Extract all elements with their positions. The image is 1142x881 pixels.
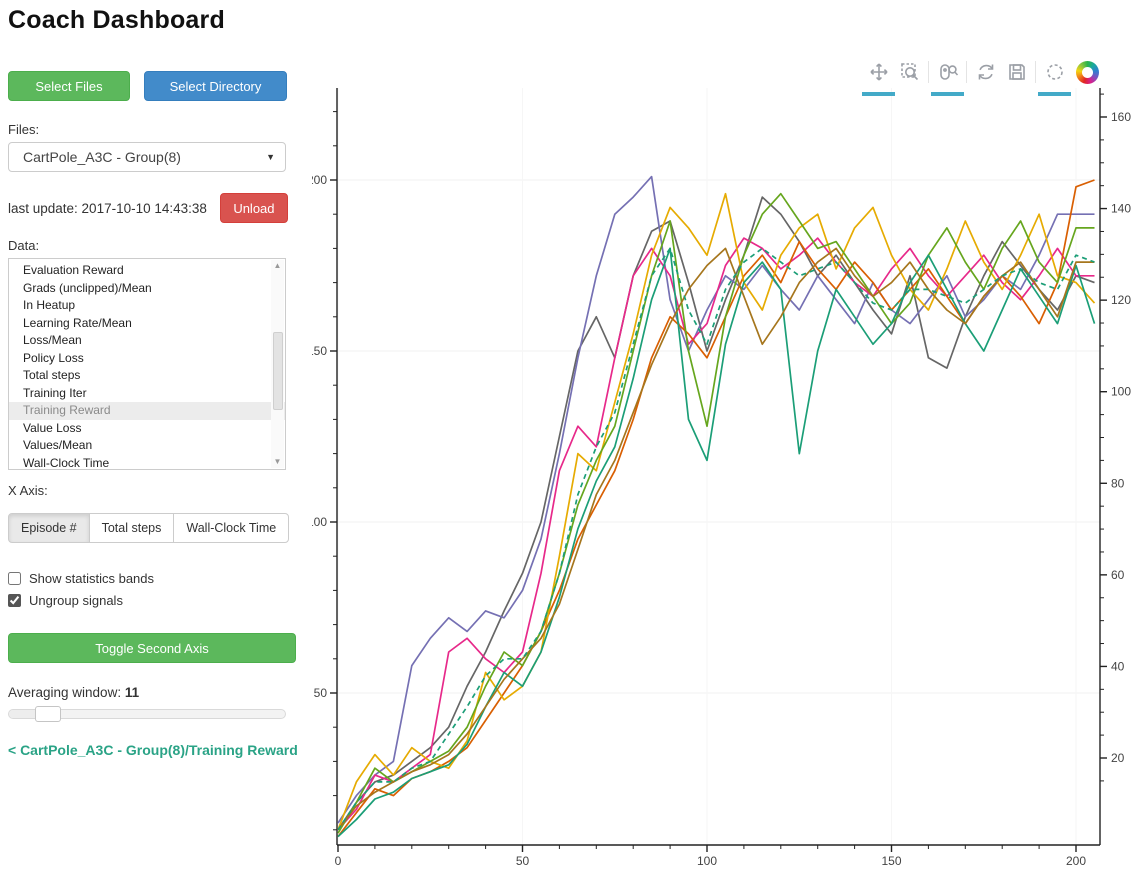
- scroll-up-icon[interactable]: ▲: [273, 261, 282, 270]
- averaging-window-row: Averaging window: 11: [8, 685, 304, 700]
- files-label: Files:: [8, 122, 40, 137]
- pan-tool-icon[interactable]: [862, 57, 895, 96]
- series-line-worker-green: [337, 192, 1095, 834]
- x-axis-tick-label: 0: [335, 854, 342, 868]
- left-axis-tick-label: 200: [307, 173, 327, 187]
- select-directory-button[interactable]: Select Directory: [144, 71, 287, 101]
- data-list-item[interactable]: Training Reward: [9, 402, 285, 420]
- data-list-item[interactable]: Total steps: [23, 368, 81, 382]
- sidebar: Coach Dashboard Select Files Select Dire…: [0, 0, 312, 760]
- last-update-text: last update: 2017-10-10 14:43:38: [8, 200, 207, 216]
- x-axis-label: X Axis:: [8, 483, 48, 498]
- x-axis-tick-label: 50: [516, 854, 530, 868]
- unload-button[interactable]: Unload: [219, 193, 288, 223]
- show-statistics-bands-row[interactable]: Show statistics bands: [8, 567, 304, 589]
- data-listbox[interactable]: Evaluation Reward Grads (unclipped)/Mean I…: [8, 258, 286, 470]
- averaging-window-value: 11: [124, 685, 140, 700]
- checkbox-group: Show statistics bands Ungroup signals: [8, 567, 304, 611]
- files-select[interactable]: CartPole_A3C - Group(8) ▼: [8, 142, 286, 172]
- series-line-worker-orange: [337, 179, 1095, 838]
- toolbar-separator: [1035, 61, 1036, 83]
- left-axis-tick-label: 150: [307, 344, 327, 358]
- left-axis-tick-label: 100: [307, 515, 327, 529]
- reset-tool-icon[interactable]: [970, 57, 1001, 88]
- hover-tool-icon[interactable]: [1038, 57, 1071, 96]
- right-axis-tick-label: 40: [1111, 659, 1125, 673]
- data-list-item[interactable]: Loss/Mean: [23, 333, 82, 347]
- x-axis-tick-label: 150: [881, 854, 901, 868]
- wheel-zoom-tool-icon[interactable]: [931, 57, 964, 96]
- data-list-item[interactable]: In Heatup: [23, 298, 76, 312]
- slider-handle[interactable]: [35, 706, 61, 722]
- data-list-item[interactable]: Evaluation Reward: [23, 263, 124, 277]
- right-axis-tick-label: 60: [1111, 568, 1125, 582]
- series-line-mean-dashed: [337, 247, 1095, 831]
- box-zoom-tool-icon[interactable]: [894, 57, 925, 88]
- files-select-value: CartPole_A3C - Group(8): [23, 149, 181, 165]
- caret-down-icon: ▼: [266, 152, 275, 162]
- file-buttons-row: Select Files Select Directory: [8, 71, 304, 101]
- right-axis-tick-label: 120: [1111, 293, 1131, 307]
- x-axis-tab[interactable]: Wall-Clock Time: [173, 513, 290, 543]
- show-statistics-bands-checkbox[interactable]: [8, 571, 21, 585]
- bokeh-toolbar: [862, 55, 1099, 96]
- data-list: Evaluation Reward Grads (unclipped)/Mean I…: [9, 262, 285, 470]
- series-line-worker-gold: [337, 192, 1096, 831]
- x-axis-tab[interactable]: Total steps: [88, 513, 175, 543]
- data-list-item[interactable]: Value Loss: [23, 420, 82, 435]
- toolbar-separator: [928, 61, 929, 83]
- toolbar-separator: [966, 61, 967, 83]
- series-line-worker-magenta: [337, 237, 1095, 831]
- data-list-item[interactable]: Training Iter: [23, 385, 87, 400]
- page-title: Coach Dashboard: [8, 6, 225, 34]
- averaging-window-label: Averaging window:: [8, 685, 122, 700]
- right-axis-tick-label: 140: [1111, 202, 1131, 216]
- ungroup-signals-checkbox[interactable]: [8, 593, 21, 607]
- data-label: Data:: [8, 238, 40, 253]
- x-axis-tab-group: Episode # Total steps Wall-Clock Time: [8, 513, 290, 543]
- series-line-worker-gray: [337, 196, 1095, 831]
- series-line-worker-teal: [337, 247, 1096, 838]
- select-files-button[interactable]: Select Files: [8, 71, 130, 101]
- scroll-down-icon[interactable]: ▼: [273, 457, 282, 466]
- toggle-second-axis-button[interactable]: Toggle Second Axis: [8, 633, 296, 663]
- ungroup-signals-row[interactable]: Ungroup signals: [8, 589, 304, 611]
- ungroup-signals-label: Ungroup signals: [29, 592, 123, 608]
- slider-fill: [9, 710, 43, 718]
- x-axis-tick-label: 100: [697, 854, 717, 868]
- bokeh-logo-icon[interactable]: [1076, 60, 1099, 84]
- series-line-worker-purple: [337, 175, 1095, 824]
- save-tool-icon[interactable]: [1001, 57, 1032, 88]
- data-list-item[interactable]: Values/Mean: [23, 438, 93, 452]
- right-axis-tick-label: 20: [1111, 751, 1125, 765]
- signal-breadcrumb-link[interactable]: < CartPole_A3C - Group(8)/Training Rewar…: [8, 742, 298, 758]
- x-axis-tab[interactable]: Episode #: [8, 513, 90, 543]
- data-list-item[interactable]: Learning Rate/Mean: [23, 315, 132, 330]
- show-statistics-bands-label: Show statistics bands: [29, 570, 155, 586]
- x-axis-tick-label: 200: [1066, 854, 1086, 868]
- data-list-scrollbar[interactable]: ▲ ▼: [271, 260, 284, 468]
- right-axis-tick-label: 100: [1111, 385, 1131, 399]
- series-line-worker-brown: [337, 247, 1095, 831]
- averaging-window-slider[interactable]: [8, 706, 286, 722]
- data-list-item[interactable]: Wall-Clock Time: [23, 455, 110, 470]
- left-axis-tick-label: 50: [314, 686, 328, 700]
- right-axis-tick-label: 80: [1111, 476, 1125, 490]
- last-update-row: last update: 2017-10-10 14:43:38 Unload: [8, 193, 304, 223]
- right-axis-tick-label: 160: [1111, 110, 1131, 124]
- data-list-item[interactable]: Policy Loss: [23, 350, 84, 365]
- scrollbar-thumb[interactable]: [272, 332, 283, 410]
- data-list-item[interactable]: Grads (unclipped)/Mean: [23, 280, 152, 295]
